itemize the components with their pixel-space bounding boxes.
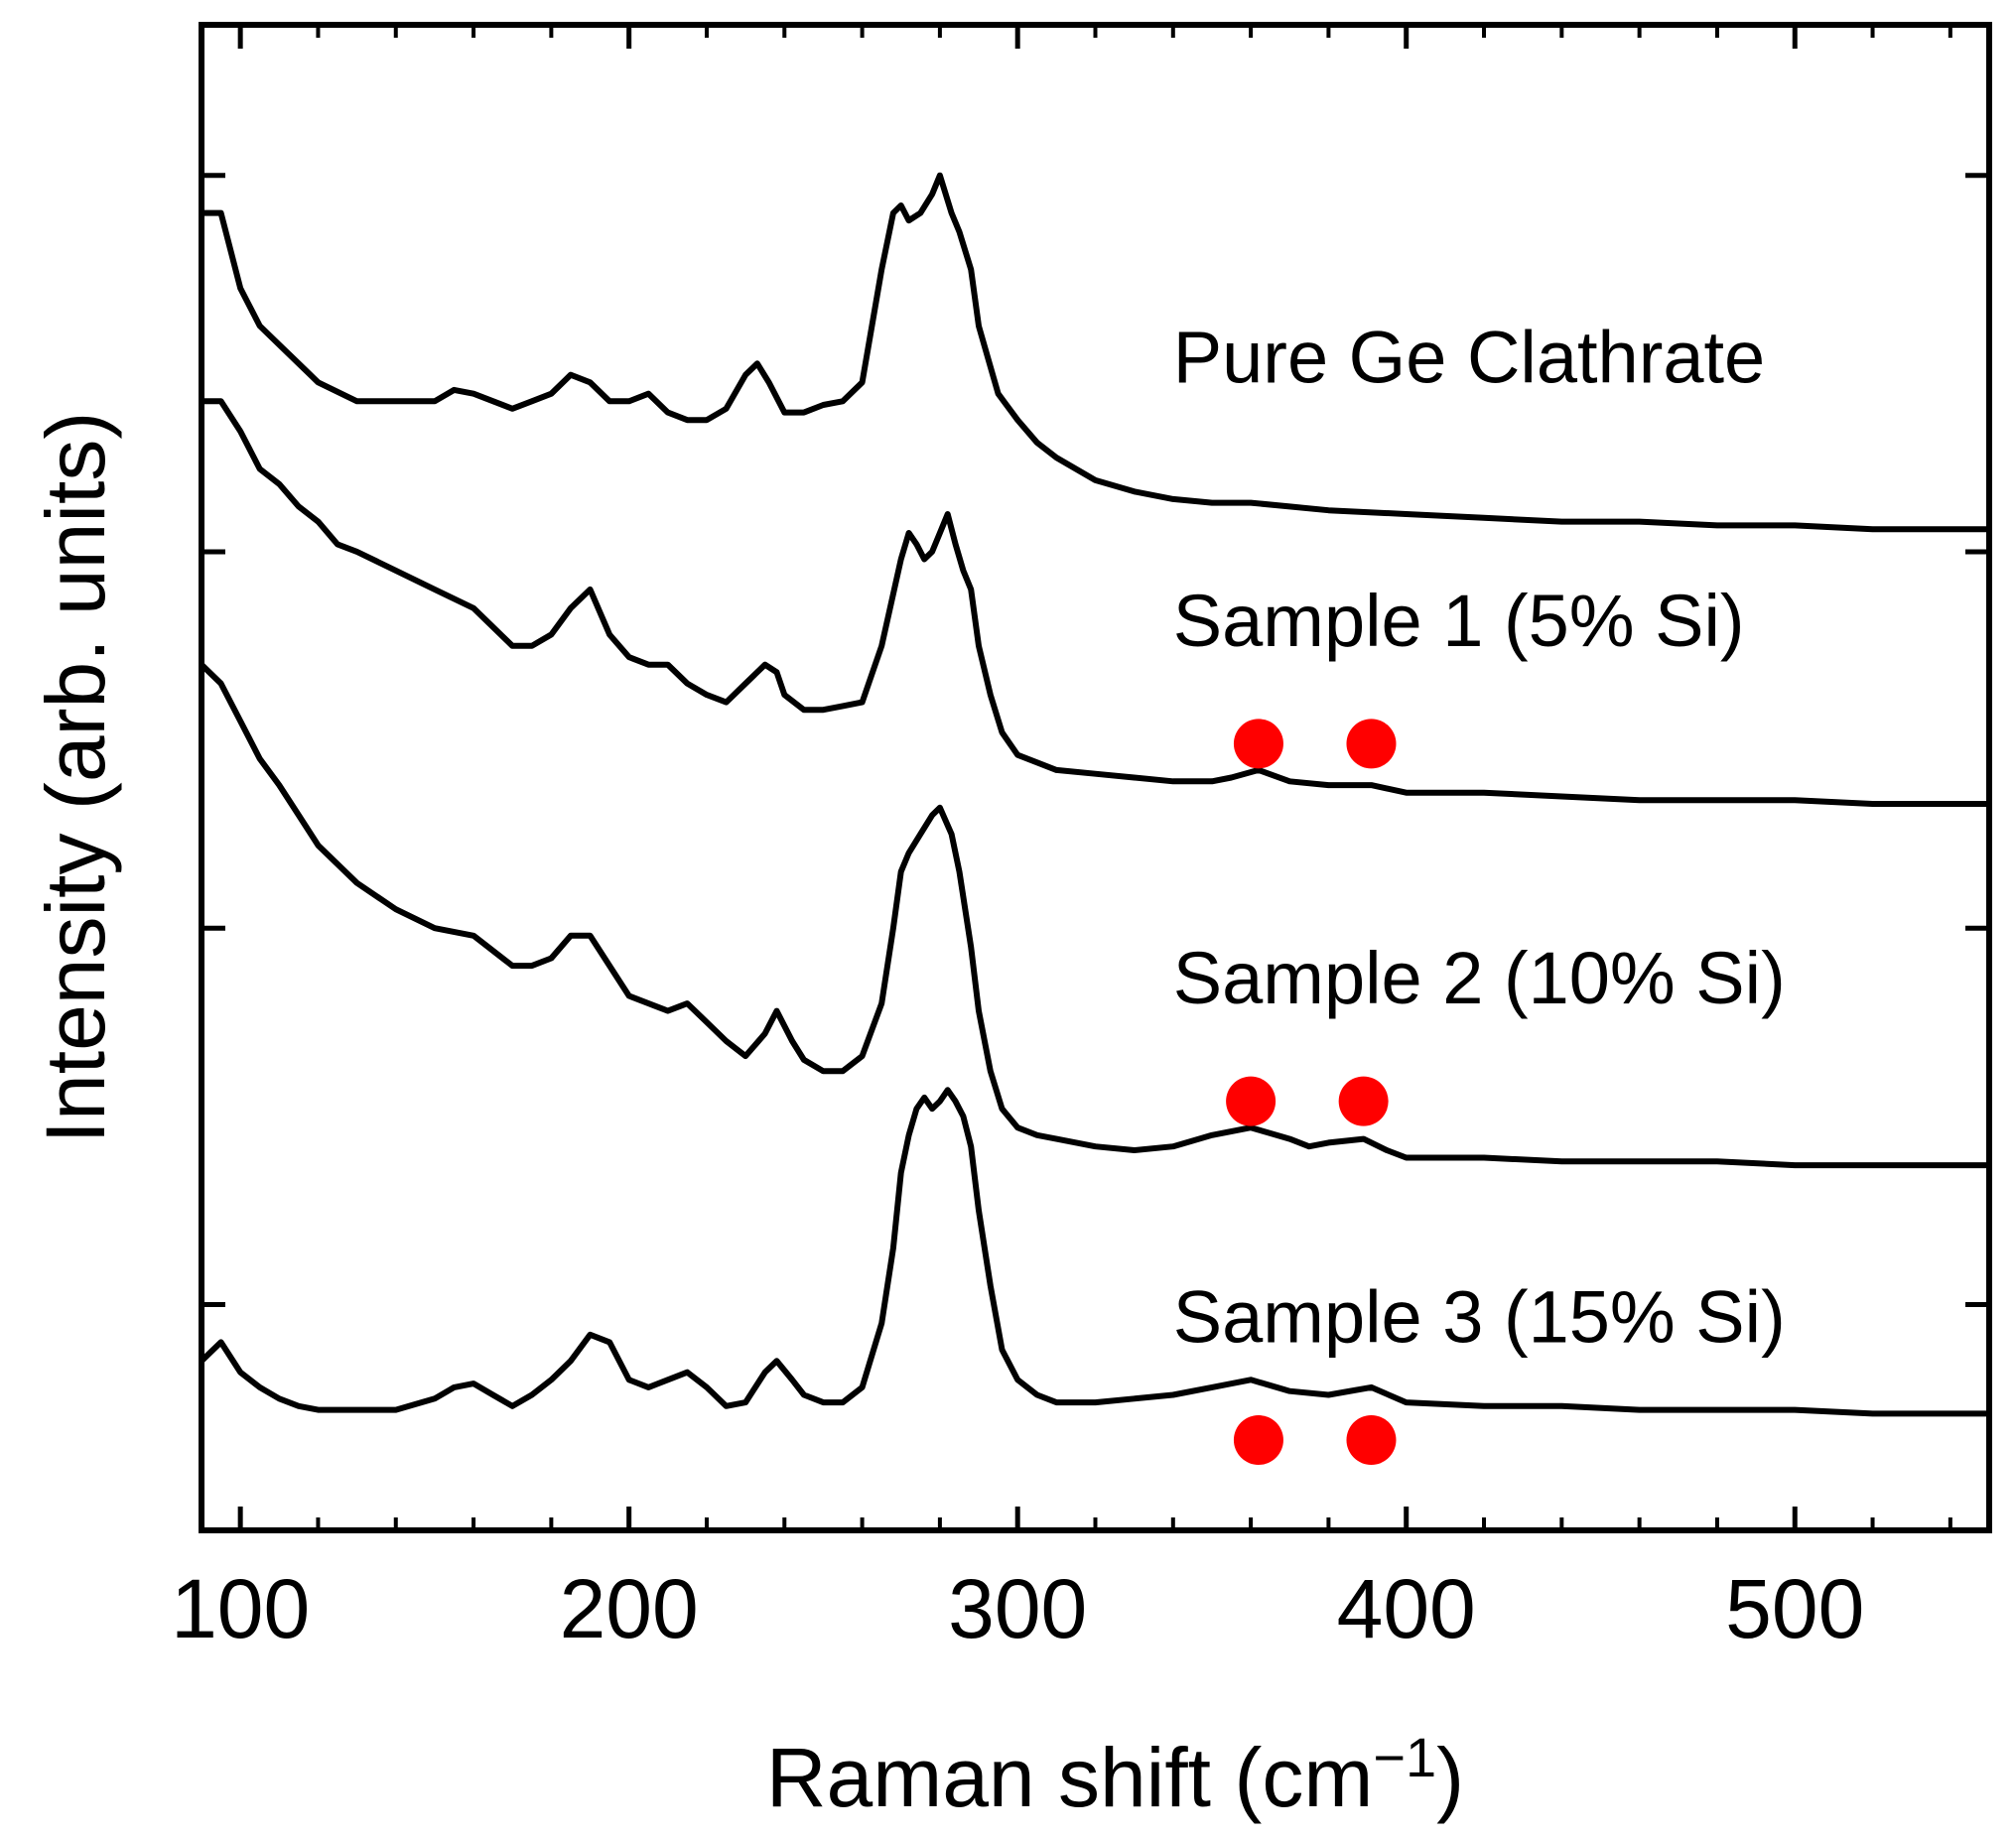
series-line-0 [199,172,1992,533]
x-tick-label: 400 [1337,1562,1476,1655]
series-labels: Pure Ge Clathrate Sample 1 (5% Si) Sample … [1173,316,1786,1358]
si-peak-marker [1346,719,1397,769]
x-tick-label: 500 [1725,1562,1864,1655]
series-label-0: Pure Ge Clathrate [1173,316,1765,398]
tick-labels: 100 200 300 400 500 [171,1562,1864,1655]
series-line-1 [199,398,1992,807]
series-label-1: Sample 1 (5% Si) [1173,580,1745,662]
si-peak-marker [1338,1076,1389,1126]
series-group [199,172,1992,1417]
plot-frame [199,22,1992,1533]
series-line-3 [199,1087,1992,1417]
si-peak-marker [1226,1076,1277,1126]
x-axis-title-superscript: −1 [1373,1726,1436,1788]
x-axis-title: Raman shift (cm−1) [766,1726,1464,1824]
y-axis-title: Intensity (arb. units) [29,412,122,1144]
marker-group [1226,719,1397,1465]
axis-ticks [202,25,1989,1530]
si-peak-marker [1233,1414,1283,1465]
x-axis-title-suffix: ) [1436,1731,1464,1824]
x-tick-label: 200 [560,1562,699,1655]
series-label-3: Sample 3 (15% Si) [1173,1275,1786,1358]
si-peak-marker [1233,719,1283,769]
series-line-2 [199,661,1992,1169]
series-label-2: Sample 2 (10% Si) [1173,937,1786,1019]
x-tick-label: 100 [171,1562,310,1655]
x-tick-label: 300 [948,1562,1087,1655]
si-peak-marker [1346,1414,1397,1465]
x-axis-title-main: Raman shift (cm [766,1731,1373,1824]
